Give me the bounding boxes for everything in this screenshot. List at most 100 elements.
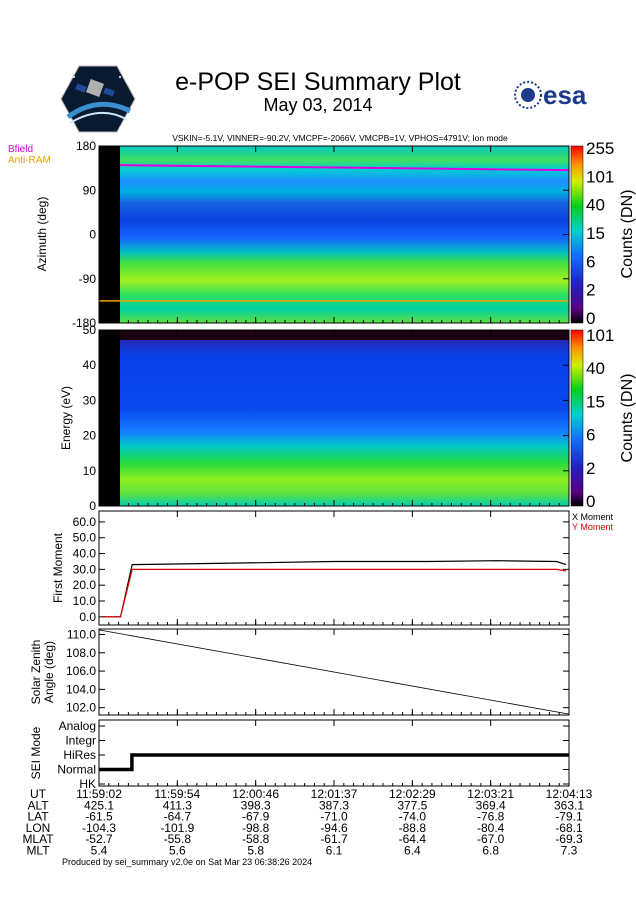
azimuth-y-tick-label: 0	[89, 228, 96, 242]
ephemeris-cell: -79.1	[555, 810, 583, 824]
ephemeris-cell: 6.4	[404, 844, 421, 858]
ephemeris-cell: 7.3	[561, 844, 578, 858]
sei-mode-frame	[98, 719, 570, 787]
azimuth-panel: 180 90 0 -90 -180 Bfield Anti-RAM Azimuth (d…	[8, 139, 636, 330]
azimuth-colorbar-tick-label: 0	[586, 309, 595, 328]
plot-date: May 03, 2014	[263, 95, 373, 115]
ephemeris-cell: 5.8	[247, 844, 264, 858]
instrument-params: VSKIN=-5.1V, VINNER=-90.2V, VMCPF=-2066V…	[172, 133, 508, 143]
first-moment-y-tick-label: 20.0	[73, 578, 97, 592]
azimuth-y-tick-label: 180	[76, 139, 96, 153]
solar-zenith-y-tick-label: 108.0	[66, 646, 96, 660]
energy-y-tick-label: 10	[83, 464, 97, 478]
first-moment-y-tick-label: 30.0	[73, 562, 97, 576]
energy-colorbar	[570, 329, 584, 507]
solar-zenith-y-tick-label: 104.0	[66, 682, 96, 696]
ephemeris-cell: -74.0	[399, 810, 427, 824]
ephemeris-cell: -67.9	[242, 810, 270, 824]
sei-mode-series	[99, 753, 569, 772]
ephemeris-cell: -58.8	[242, 832, 270, 846]
footer-credit: Produced by sei_summary v2.0e on Sat Mar…	[62, 857, 313, 867]
solar-zenith-y-tick-label: 102.0	[66, 701, 96, 715]
ephemeris-cell: 363.1	[554, 798, 584, 812]
legend-antiram: Anti-RAM	[8, 155, 51, 166]
azimuth-colorbar-label: Counts (DN)	[619, 190, 636, 279]
ephemeris-cell: 5.6	[169, 844, 186, 858]
energy-spectrogram	[99, 330, 569, 506]
azimuth-colorbar-tick-label: 255	[586, 139, 614, 158]
ephemeris-cell: 425.1	[84, 798, 114, 812]
ephemeris-cell: -71.0	[320, 810, 348, 824]
energy-y-tick-label: 20	[83, 429, 97, 443]
azimuth-y-tick-label: -180	[72, 316, 96, 330]
energy-y-tick-label: 30	[83, 393, 97, 407]
energy-colorbar-tick-label: 15	[586, 392, 605, 411]
energy-ylabel: Energy (eV)	[59, 386, 73, 450]
ephemeris-cell: 6.1	[326, 844, 343, 858]
ephemeris-cell: 369.4	[476, 798, 506, 812]
ephemeris-cell: 12:02:29	[389, 787, 436, 801]
ephemeris-row-label: LAT	[27, 810, 49, 824]
azimuth-colorbar	[570, 145, 584, 324]
ephemeris-cell: -61.5	[85, 810, 113, 824]
azimuth-y-tick-label: 90	[83, 183, 97, 197]
ephemeris-cell: -80.4	[477, 821, 505, 835]
azimuth-colorbar-tick-label: 15	[586, 224, 605, 243]
first-moment-y-tick-label: 40.0	[73, 547, 97, 561]
ephemeris-cell: 5.4	[91, 844, 108, 858]
first-moment-frame	[98, 510, 570, 626]
ephemeris-cell: -69.3	[555, 832, 583, 846]
ephemeris-cell: 387.3	[319, 798, 349, 812]
ephemeris-cell: -101.9	[160, 821, 194, 835]
esa-logo: esa	[514, 80, 587, 110]
first-moment-y-tick-label: 60.0	[73, 515, 97, 529]
energy-colorbar-tick-label: 6	[586, 426, 595, 445]
ephemeris-cell: -52.7	[85, 832, 113, 846]
energy-y-tick-label: 50	[83, 323, 97, 337]
ephemeris-row-label: LON	[26, 821, 51, 835]
ephemeris-row-label: MLAT	[22, 832, 54, 846]
ephemeris-cell: 398.3	[241, 798, 271, 812]
ephemeris-row-label: ALT	[27, 798, 49, 812]
ephemeris-cell: 12:01:37	[311, 787, 358, 801]
azimuth-y-tick-label: -90	[79, 272, 97, 286]
solar-zenith-y-tick-label: 110.0	[67, 627, 96, 641]
svg-text:esa: esa	[543, 80, 587, 110]
ephemeris-cell: 11:59:02	[76, 787, 122, 801]
energy-y-tick-label: 40	[83, 358, 97, 372]
ephemeris-cell: 11:59:54	[154, 787, 200, 801]
energy-colorbar-tick-label: 2	[586, 459, 595, 478]
page-title: e-POP SEI Summary Plot	[175, 68, 461, 96]
ephemeris-cell: -61.7	[320, 832, 348, 846]
ephemeris-cell: -76.8	[477, 810, 505, 824]
sei-mode-y-tick-label: Normal	[57, 763, 96, 777]
first-moment-ylabel: First Moment	[51, 532, 65, 603]
first-moment-y-tick-label: 0.0	[79, 610, 96, 624]
sei-mode-ylabel: SEI Mode	[29, 726, 43, 779]
legend-x-moment: X Moment	[572, 512, 614, 522]
solar-zenith-y-tick-label: 106.0	[66, 664, 96, 678]
solar-zenith-series	[98, 629, 570, 715]
azimuth-spectrogram	[99, 146, 569, 323]
solar-zenith-panel: 110.0 108.0 106.0 104.0 102.0 Solar Zenith A…	[29, 627, 570, 716]
ephemeris-cell: -64.4	[399, 832, 427, 846]
ephemeris-cell: -88.8	[399, 821, 427, 835]
energy-data-gap	[99, 330, 120, 506]
ephemeris-cell: -55.8	[164, 832, 192, 846]
legend-y-moment: Y Moment	[572, 522, 613, 532]
first-moment-y-tick-label: 50.0	[73, 531, 97, 545]
energy-colorbar-tick-label: 101	[586, 326, 614, 345]
ephemeris-cell: -64.7	[164, 810, 192, 824]
ephemeris-cell: -94.6	[320, 821, 348, 835]
legend-bfield: Bfield	[8, 144, 33, 155]
ephemeris-cell: -68.1	[555, 821, 583, 835]
energy-colorbar-tick-label: 40	[586, 359, 605, 378]
ephemeris-cell: 12:00:46	[232, 787, 279, 801]
sei-mode-y-tick-label: HK	[79, 777, 96, 791]
sei-mode-y-tick-label: Integr	[65, 734, 96, 748]
first-moment-panel: 60.0 50.0 40.030.0 20.0 10.0 0.0 First Moment…	[51, 510, 614, 626]
azimuth-colorbar-tick-label: 2	[586, 281, 595, 300]
